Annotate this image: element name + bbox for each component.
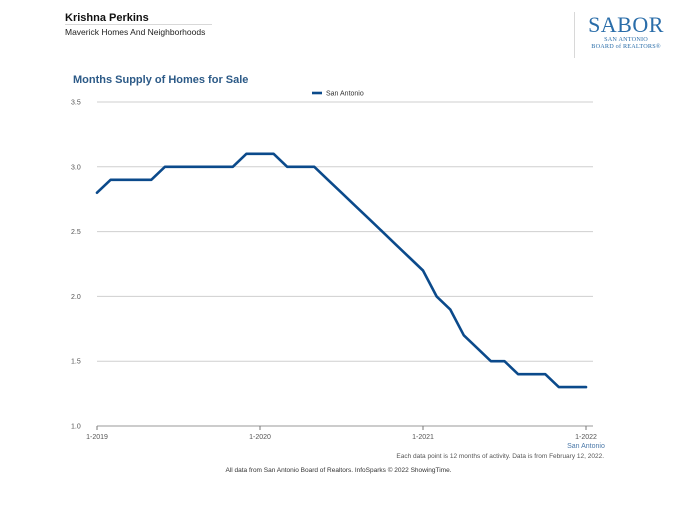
- agent-name: Krishna Perkins: [65, 12, 149, 24]
- x-tick-label: 1-2019: [86, 434, 108, 441]
- x-tick-label: 1-2021: [412, 434, 434, 441]
- header-divider: [65, 24, 212, 25]
- x-tick-label: 1-2020: [249, 434, 271, 441]
- logo-separator: [574, 12, 575, 58]
- y-tick-label: 3.5: [71, 100, 81, 107]
- sabor-logo: SABOR SAN ANTONIO BOARD of REALTORS®: [588, 12, 664, 51]
- chart-title: Months Supply of Homes for Sale: [73, 74, 249, 86]
- legend-label: San Antonio: [326, 91, 364, 98]
- data-credit: All data from San Antonio Board of Realt…: [225, 467, 452, 474]
- series-line-san-antonio: [95, 152, 588, 389]
- x-tick-label: 1-2022: [575, 434, 597, 441]
- chart-footnote: Each data point is 12 months of activity…: [396, 453, 604, 460]
- y-tick-label: 3.0: [71, 164, 81, 171]
- y-tick-label: 1.0: [71, 424, 81, 431]
- x-tick-sublabel: San Antonio: [567, 443, 605, 450]
- y-tick-label: 1.5: [71, 359, 81, 366]
- y-tick-label: 2.5: [71, 229, 81, 236]
- y-tick-label: 2.0: [71, 294, 81, 301]
- logo-line-2: BOARD of REALTORS®: [591, 43, 661, 50]
- logo-line-1: SAN ANTONIO: [604, 36, 648, 43]
- agent-company: Maverick Homes And Neighborhoods: [65, 27, 206, 37]
- logo-word: SABOR: [588, 12, 664, 37]
